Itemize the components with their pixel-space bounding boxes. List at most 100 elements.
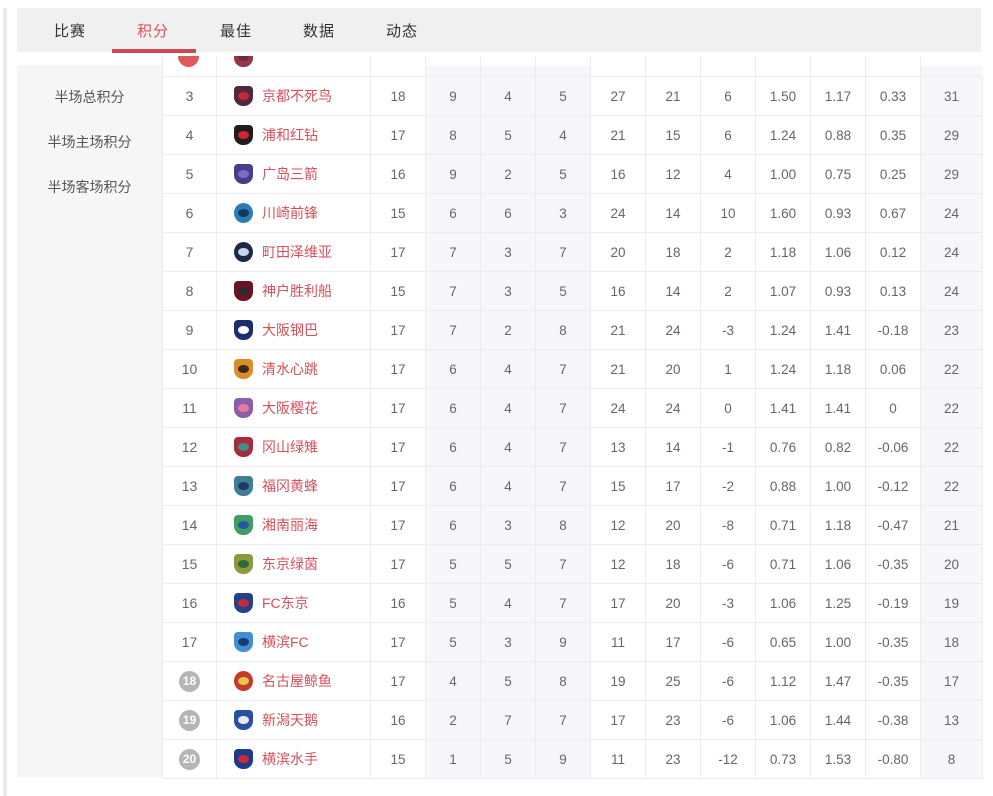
team-link[interactable]: 大阪钢巴	[262, 322, 318, 338]
team-cell[interactable]: FC东京	[217, 584, 371, 622]
table-row: 12 冈山绿雉 17 6 4 7 13 14 -1 0.76 0.82 -0.06 22	[162, 428, 983, 467]
stat-cell: 11	[591, 740, 646, 778]
tab-stats[interactable]: 数据	[302, 22, 335, 40]
stat-cell: -0.38	[866, 701, 921, 739]
stat-cell: 16	[371, 701, 426, 739]
stat-cell: 6	[426, 389, 481, 427]
team-cell[interactable]: 京都不死鸟	[217, 77, 371, 115]
stat-cell: 0.13	[866, 272, 921, 310]
team-cell[interactable]: 横滨FC	[217, 623, 371, 661]
team-cell[interactable]: 湘南丽海	[217, 506, 371, 544]
team-cell[interactable]: 东京绿茵	[217, 545, 371, 583]
team-logo-icon	[234, 86, 253, 106]
stat-cell: 1.53	[811, 740, 866, 778]
rank-badge: 18	[179, 670, 200, 692]
team-cell[interactable]: 浦和红钻	[217, 116, 371, 154]
rank-cell: 13	[163, 467, 217, 505]
stat-cell: 17	[371, 545, 426, 583]
team-link[interactable]: 川崎前锋	[262, 205, 318, 221]
stat-cell: 22	[921, 467, 983, 505]
team-link[interactable]: 名古屋鲸鱼	[262, 673, 332, 689]
stat-cell: 6	[426, 428, 481, 466]
team-cell[interactable]: 福冈黄蜂	[217, 467, 371, 505]
team-link[interactable]: 福冈黄蜂	[262, 478, 318, 494]
rank-cell: 14	[163, 506, 217, 544]
stat-cell: 3	[481, 623, 536, 661]
stat-cell: 6	[426, 350, 481, 388]
stat-cell: 1.06	[811, 545, 866, 583]
tab-news[interactable]: 动态	[385, 22, 418, 40]
team-link[interactable]: FC东京	[262, 595, 309, 611]
stat-cell: 17	[371, 389, 426, 427]
stat-cell: 24	[646, 311, 701, 349]
team-link[interactable]: 广岛三箭	[262, 166, 318, 182]
tab-matches[interactable]: 比赛	[53, 22, 86, 40]
team-link[interactable]: 冈山绿雉	[262, 439, 318, 455]
team-cell[interactable]: 广岛三箭	[217, 155, 371, 193]
team-link[interactable]: 町田泽维亚	[262, 244, 332, 260]
stat-cell: 0.75	[811, 155, 866, 193]
stat-cell: -6	[701, 662, 756, 700]
stat-cell: 2	[481, 155, 536, 193]
stat-cell: 24	[921, 233, 983, 271]
stat-cell: 7	[536, 584, 591, 622]
team-cell[interactable]: 清水心跳	[217, 350, 371, 388]
team-link[interactable]: 湘南丽海	[262, 517, 318, 533]
team-cell[interactable]: 横滨水手	[217, 740, 371, 778]
stat-cell: 7	[536, 428, 591, 466]
sidebar-item-halftime-total[interactable]: 半场总积分	[54, 89, 125, 105]
stat-cell: 15	[371, 740, 426, 778]
tab-standings[interactable]: 积分	[136, 22, 169, 40]
stat-cell: -2	[701, 467, 756, 505]
stat-cell: 13	[591, 428, 646, 466]
stat-cell: -6	[701, 623, 756, 661]
stat-cell: 7	[536, 545, 591, 583]
sidebar-item-halftime-home[interactable]: 半场主场积分	[47, 134, 132, 150]
team-cell	[217, 56, 371, 76]
stat-cell: 9	[536, 740, 591, 778]
team-link[interactable]: 浦和红钻	[262, 127, 318, 143]
stat-cell: 21	[591, 350, 646, 388]
left-scrollbar[interactable]	[3, 8, 7, 796]
stat-cell: 8	[536, 311, 591, 349]
team-cell[interactable]: 大阪樱花	[217, 389, 371, 427]
stat-cell: 3	[481, 506, 536, 544]
team-cell[interactable]: 神户胜利船	[217, 272, 371, 310]
team-link[interactable]: 京都不死鸟	[262, 88, 332, 104]
stat-cell: 7	[536, 701, 591, 739]
logo-accent	[238, 482, 249, 490]
stat-cell: 9	[536, 623, 591, 661]
team-cell[interactable]: 新潟天鹅	[217, 701, 371, 739]
team-link[interactable]: 神户胜利船	[262, 283, 332, 299]
tab-best[interactable]: 最佳	[219, 22, 252, 40]
team-link[interactable]: 横滨FC	[262, 634, 309, 650]
stat-cell: 1.41	[756, 389, 811, 427]
stat-cell: 12	[591, 545, 646, 583]
team-logo-icon	[234, 56, 253, 67]
stat-cell: 17	[371, 467, 426, 505]
stat-cell: 23	[646, 740, 701, 778]
team-link[interactable]: 横滨水手	[262, 751, 318, 767]
team-link[interactable]: 东京绿茵	[262, 556, 318, 572]
team-link[interactable]: 大阪樱花	[262, 400, 318, 416]
team-link[interactable]: 清水心跳	[262, 361, 318, 377]
stat-cell: 12	[646, 155, 701, 193]
stat-cell: 2	[701, 272, 756, 310]
team-cell[interactable]: 町田泽维亚	[217, 233, 371, 271]
sidebar-item-halftime-away[interactable]: 半场客场积分	[47, 179, 132, 195]
table-row: 19 新潟天鹅 16 2 7 7 17 23 -6 1.06 1.44 -0.38 13	[162, 701, 983, 740]
stat-cell: 4	[481, 428, 536, 466]
team-cell[interactable]: 名古屋鲸鱼	[217, 662, 371, 700]
stat-cell: 17	[371, 350, 426, 388]
stat-cell: 3	[481, 272, 536, 310]
stat-cell: 7	[536, 467, 591, 505]
team-cell[interactable]: 川崎前锋	[217, 194, 371, 232]
stat-cell: 17	[371, 506, 426, 544]
team-cell[interactable]: 冈山绿雉	[217, 428, 371, 466]
rank-cell	[163, 56, 217, 76]
stat-cell: 6	[426, 467, 481, 505]
team-logo-icon	[234, 515, 253, 535]
team-cell[interactable]: 大阪钢巴	[217, 311, 371, 349]
stat-cell: 14	[646, 272, 701, 310]
team-link[interactable]: 新潟天鹅	[262, 712, 318, 728]
